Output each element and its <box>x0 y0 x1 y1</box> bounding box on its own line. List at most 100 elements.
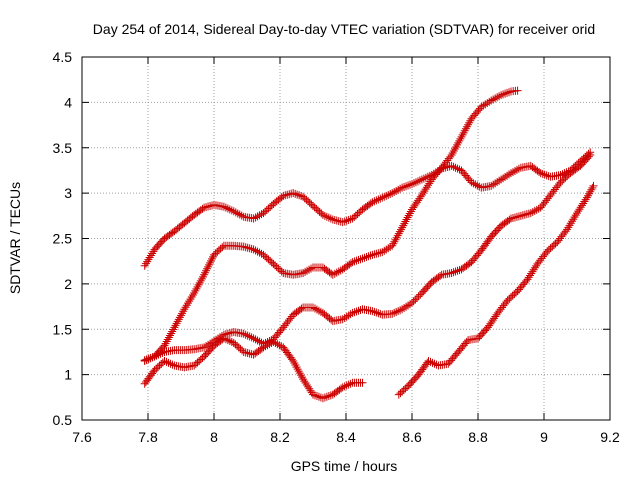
data-point <box>180 305 189 314</box>
data-point <box>146 354 155 363</box>
data-point <box>354 306 363 315</box>
data-point <box>203 264 212 273</box>
data-point <box>247 350 256 359</box>
data-point <box>447 268 456 277</box>
data-point <box>293 190 302 199</box>
data-point <box>154 350 163 359</box>
data-point <box>219 334 228 343</box>
x-tick-label: 8 <box>210 429 218 445</box>
data-point <box>162 337 171 346</box>
data-point <box>421 173 430 182</box>
data-point <box>204 262 213 271</box>
x-tick-label: 9.2 <box>600 429 620 445</box>
data-point <box>327 315 336 324</box>
data-point <box>297 304 306 313</box>
data-point <box>318 210 327 219</box>
data-point <box>411 295 420 304</box>
data-point <box>589 181 598 190</box>
x-tick-label: 8.6 <box>402 429 422 445</box>
data-point <box>392 308 401 317</box>
data-point <box>356 255 365 264</box>
data-point <box>508 213 517 222</box>
data-point <box>145 253 154 262</box>
data-point <box>392 233 401 242</box>
x-tick-label: 8.2 <box>270 429 290 445</box>
data-point <box>202 266 211 275</box>
series-5 <box>394 181 598 399</box>
data-point <box>312 392 321 401</box>
data-point <box>144 355 153 364</box>
data-point <box>450 144 459 153</box>
data-point <box>430 359 439 368</box>
data-point <box>239 329 248 338</box>
data-point <box>283 190 292 199</box>
data-point <box>368 250 377 259</box>
data-point <box>384 190 393 199</box>
y-tick-label: 4 <box>64 94 72 110</box>
data-point <box>408 298 416 307</box>
data-point <box>346 215 355 224</box>
data-point <box>516 211 525 220</box>
data-point <box>163 335 172 344</box>
data-point <box>177 311 185 320</box>
data-point <box>453 140 462 149</box>
data-point <box>143 257 152 266</box>
data-point <box>411 178 420 187</box>
data-point <box>452 142 460 151</box>
data-point <box>223 336 232 345</box>
data-point <box>395 227 404 236</box>
data-point <box>405 209 414 218</box>
data-point <box>568 217 577 226</box>
data-point <box>140 261 149 270</box>
data-point <box>424 357 433 366</box>
data-point <box>451 163 460 172</box>
data-point <box>342 216 351 225</box>
data-point <box>179 307 188 316</box>
data-point <box>182 301 191 310</box>
data-point <box>291 361 300 370</box>
data-point <box>372 249 381 258</box>
data-point <box>328 215 337 224</box>
data-point <box>201 268 210 277</box>
data-point <box>514 164 523 173</box>
data-point <box>374 195 383 204</box>
data-point <box>391 235 400 244</box>
data-point <box>296 371 305 380</box>
data-point <box>524 209 533 218</box>
data-point <box>402 215 411 224</box>
data-point <box>463 122 471 131</box>
data-point <box>141 259 150 268</box>
data-point <box>451 267 460 276</box>
data-point <box>462 337 471 346</box>
data-point <box>324 392 333 401</box>
data-point <box>330 215 339 224</box>
data-point <box>408 180 416 189</box>
data-point <box>206 202 215 211</box>
data-point <box>447 161 456 170</box>
data-point <box>168 360 177 369</box>
data-point <box>293 365 302 374</box>
data-point <box>238 346 247 355</box>
data-point <box>376 248 385 257</box>
axis-ticks: 7.6 7.8 8 8.2 8.4 8.6 8.8 9 9.2 0.5 1 1.5 2 2.5 3 3.5 4 4… <box>53 49 620 445</box>
data-point <box>417 175 426 184</box>
data-point <box>169 325 178 334</box>
data-point <box>166 359 175 368</box>
data-point <box>338 383 347 392</box>
data-point <box>241 330 250 339</box>
data-point <box>564 223 573 232</box>
y-tick-label: 1.5 <box>53 321 73 337</box>
data-point <box>352 256 361 265</box>
data-point <box>188 290 197 299</box>
data-point <box>192 284 201 293</box>
data-point <box>368 198 377 207</box>
data-point <box>171 321 180 330</box>
data-point <box>309 390 317 399</box>
data-point <box>458 130 467 139</box>
data-point <box>461 124 470 133</box>
data-point <box>194 280 203 289</box>
data-point <box>360 253 369 262</box>
data-point <box>200 203 209 212</box>
data-point <box>227 206 236 215</box>
data-point <box>414 292 423 301</box>
